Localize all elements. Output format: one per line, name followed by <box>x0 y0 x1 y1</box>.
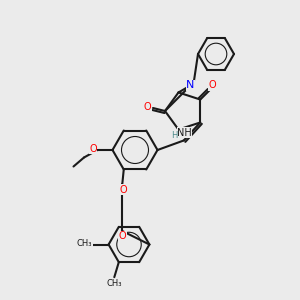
Text: O: O <box>89 143 97 154</box>
Text: CH₃: CH₃ <box>106 279 122 288</box>
Text: CH₃: CH₃ <box>77 238 92 247</box>
Text: O: O <box>119 185 127 195</box>
Text: O: O <box>208 80 216 90</box>
Text: N: N <box>186 80 195 91</box>
Text: H: H <box>172 131 178 140</box>
Text: NH: NH <box>177 128 192 137</box>
Text: O: O <box>144 101 152 112</box>
Text: O: O <box>118 231 126 242</box>
